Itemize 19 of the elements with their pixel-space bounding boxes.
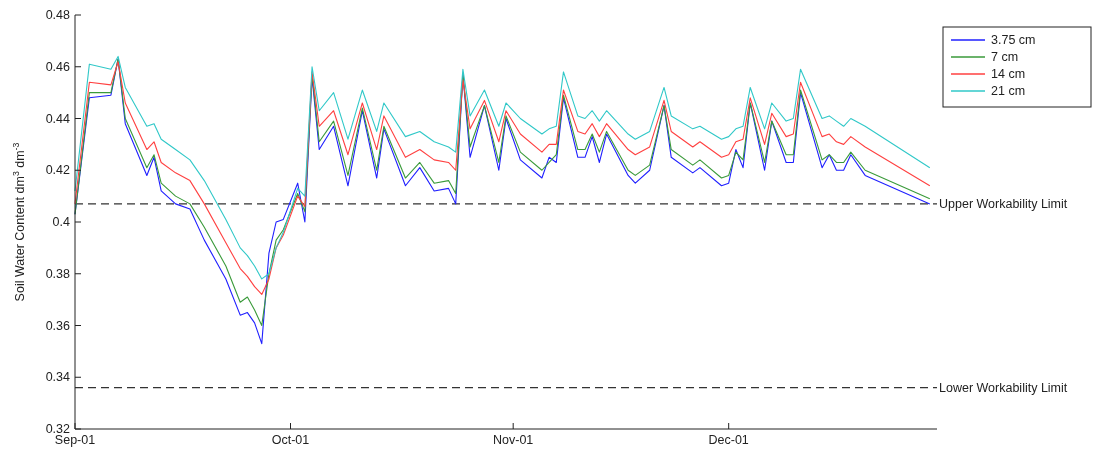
y-tick-label: 0.46: [45, 59, 71, 74]
y-tick-label: 0.44: [45, 111, 71, 126]
x-tick-label: Nov-01: [493, 433, 534, 447]
legend-label: 14 cm: [991, 67, 1026, 81]
ref-line-label: Upper Workability Limit: [939, 196, 1068, 211]
legend-label: 7 cm: [991, 50, 1019, 64]
legend-label: 3.75 cm: [991, 33, 1036, 47]
x-tick-label: Sep-01: [54, 433, 96, 447]
y-tick-label: 0.38: [45, 266, 71, 281]
ref-line-label: Lower Workability Limit: [939, 380, 1068, 395]
y-tick-label: 0.32: [45, 422, 71, 436]
x-tick-label: Dec-01: [708, 433, 749, 447]
legend-label: 21 cm: [991, 84, 1026, 98]
y-tick-label: 0.48: [45, 8, 71, 22]
x-tick-label: Oct-01: [271, 433, 310, 447]
y-tick-label: 0.42: [45, 163, 71, 178]
y-tick-label: 0.4: [52, 215, 71, 229]
y-tick-label: 0.36: [45, 318, 71, 333]
y-tick-label: 0.34: [45, 370, 71, 385]
